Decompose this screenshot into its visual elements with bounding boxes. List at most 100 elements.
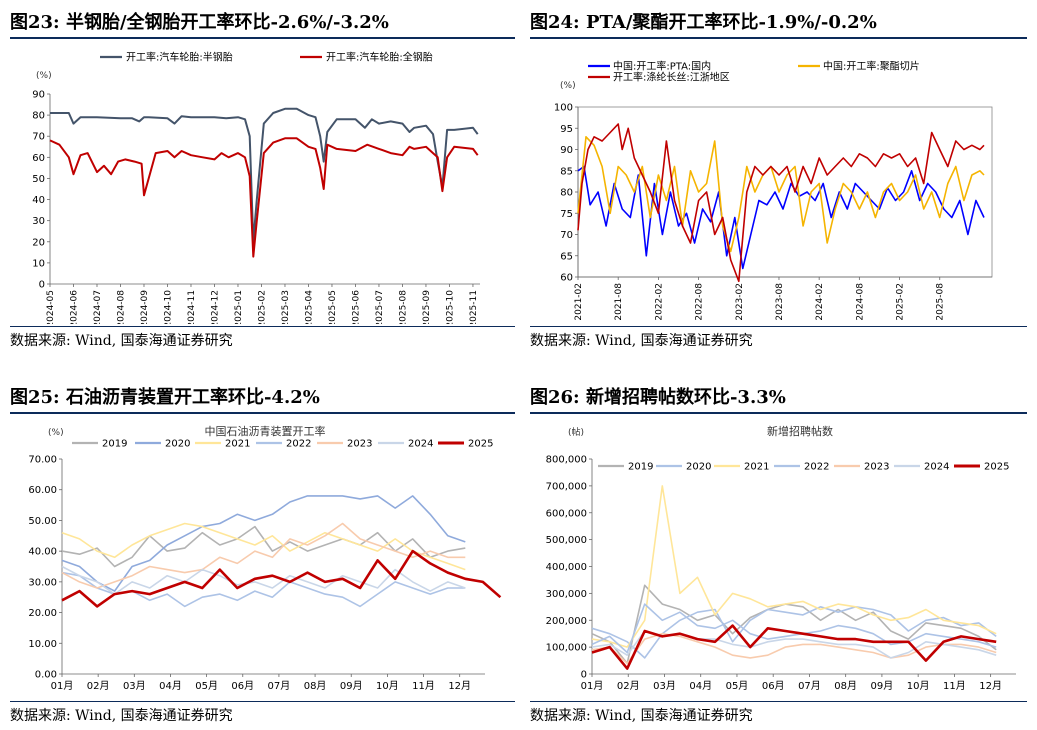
legend-label: 2021 [225, 439, 250, 450]
x-tick-label: 11月 [412, 680, 435, 692]
x-tick-label: 03月 [123, 680, 146, 692]
series-line-6 [61, 549, 502, 608]
x-tick-label: 2021-02 [574, 283, 584, 321]
y-tick-label: 90 [32, 90, 45, 101]
x-tick-label: 2024-05 [46, 290, 56, 324]
y-tick-label: 40 [32, 195, 45, 206]
y-tick-label: 0.00 [35, 670, 57, 681]
series-line-0 [61, 525, 466, 568]
x-tick-label: 2024-06 [69, 290, 79, 324]
x-tick-label: 2025-08 [398, 290, 408, 324]
series-line-2 [577, 123, 985, 283]
x-tick-label: 11月 [943, 680, 966, 692]
x-tick-label: 2025-02 [896, 283, 906, 321]
series-line-1 [591, 606, 997, 659]
x-tick-label: 04月 [689, 680, 712, 692]
legend-label: 2025 [468, 439, 493, 450]
x-tick-label: 2025-02 [257, 290, 267, 324]
legend-label: 2019 [628, 462, 653, 473]
legend-label: 开工率:汽车轮胎:半钢胎 [126, 51, 233, 64]
series-line-6 [591, 624, 997, 670]
x-tick-label: 2024-02 [815, 283, 825, 321]
x-tick-label: 05月 [195, 680, 218, 692]
y-tick-label: 400,000 [546, 562, 587, 573]
x-tick-label: 2025-11 [469, 290, 479, 324]
x-tick-label: 06月 [762, 680, 785, 692]
title-rule [530, 37, 1027, 39]
y-axis-unit: (%) [48, 428, 64, 438]
title-rule [530, 412, 1027, 414]
x-tick-label: 09月 [871, 680, 894, 692]
x-tick-label: 10月 [907, 680, 930, 692]
legend-label: 2023 [864, 462, 889, 473]
panel-title: 图26: 新增招聘帖数环比-3.3% [530, 387, 786, 408]
series-line-1 [49, 137, 479, 258]
chart-title: 新增招聘帖数 [767, 424, 833, 438]
panel-title: 图25: 石油沥青装置开工率环比-4.2% [10, 387, 320, 408]
y-axis-unit: (%) [560, 81, 576, 91]
x-tick-label: 12月 [979, 680, 1002, 692]
source-note: 数据来源: Wind, 国泰海通证券研究 [530, 708, 753, 724]
panel-chart-26: 图26: 新增招聘帖数环比-3.3% 0 100,000 200,000 300,00… [530, 385, 1027, 725]
series-line-3 [591, 603, 997, 654]
series-line-2 [591, 485, 997, 648]
legend-label: 2019 [102, 439, 127, 450]
panel-title: 图24: PTA/聚酯开工率环比-1.9%/-0.2% [530, 12, 877, 33]
y-tick-label: 95 [560, 124, 573, 135]
x-tick-label: 2024-10 [163, 290, 173, 324]
x-tick-label: 2025-08 [936, 283, 946, 321]
source-rule [10, 701, 515, 702]
series-line-4 [61, 522, 466, 589]
panel-chart-23: 图23: 半钢胎/全钢胎开工率环比-2.6%/-3.2% 0 10 20 30 40 50… [10, 10, 515, 360]
x-tick-label: 2025-03 [281, 290, 291, 324]
pta-polyester-rate-chart: 60 65 70 75 80 85 90 95 100 (%) 2021-02 2021-08 2022… [554, 60, 993, 321]
panel-chart-24: 图24: PTA/聚酯开工率环比-1.9%/-0.2% 60 65 70 75 80 85… [530, 10, 1027, 360]
x-tick-label: 2025-05 [328, 290, 338, 324]
y-tick-label: 10 [32, 258, 45, 269]
asphalt-rate-chart: 0.00 10.00 20.00 30.00 40.00 50.00 60.00 70.00 (… [28, 424, 502, 692]
x-tick-label: 10月 [376, 680, 399, 692]
x-tick-label: 03月 [653, 680, 676, 692]
source-note: 数据来源: Wind, 国泰海通证券研究 [10, 333, 233, 349]
x-tick-label: 2025-04 [304, 290, 314, 324]
legend-label: 2020 [686, 462, 711, 473]
legend-label: 2020 [165, 439, 190, 450]
x-tick-label: 01月 [51, 680, 74, 692]
series-line-0 [50, 107, 479, 243]
x-tick-label: 2025-06 [351, 290, 361, 324]
y-tick-label: 65 [560, 251, 573, 262]
y-tick-label: 90 [560, 145, 573, 156]
y-tick-label: 200,000 [546, 616, 587, 627]
y-tick-label: 80 [560, 188, 573, 199]
job-postings-chart: 0 100,000 200,000 300,000 400,000 500,000 600,… [546, 424, 1016, 692]
y-tick-label: 20 [32, 237, 45, 248]
x-tick-label: 2024-08 [116, 290, 126, 324]
x-tick-label: 2023-02 [735, 283, 745, 321]
legend-label: 2023 [347, 439, 372, 450]
x-tick-label: 2025-09 [422, 290, 432, 324]
legend-label: 2025 [984, 462, 1009, 473]
x-tick-label: 08月 [304, 680, 327, 692]
legend-label: 中国:开工率:PTA:国内 [613, 60, 711, 73]
y-tick-label: 30 [32, 216, 45, 227]
y-tick-label: 100,000 [546, 643, 587, 654]
y-tick-label: 10.00 [28, 639, 57, 650]
x-tick-label: 2024-12 [210, 290, 220, 324]
y-tick-label: 70.00 [28, 455, 57, 466]
x-tick-label: 05月 [726, 680, 749, 692]
x-tick-label: 2025-01 [234, 290, 244, 324]
y-tick-label: 85 [560, 166, 573, 177]
y-tick-label: 500,000 [546, 535, 587, 546]
y-tick-label: 0 [581, 670, 587, 681]
y-tick-label: 800,000 [546, 455, 587, 466]
series-line-5 [61, 565, 466, 595]
x-tick-label: 12月 [448, 680, 471, 692]
legend-label: 中国:开工率:聚酯切片 [823, 60, 920, 73]
x-tick-label: 07月 [268, 680, 291, 692]
source-rule [10, 326, 515, 327]
series-line-1 [61, 495, 466, 592]
x-tick-label: 2024-07 [93, 290, 103, 324]
x-tick-label: 09月 [340, 680, 363, 692]
x-tick-label: 06月 [231, 680, 254, 692]
series-line-2 [61, 522, 466, 571]
